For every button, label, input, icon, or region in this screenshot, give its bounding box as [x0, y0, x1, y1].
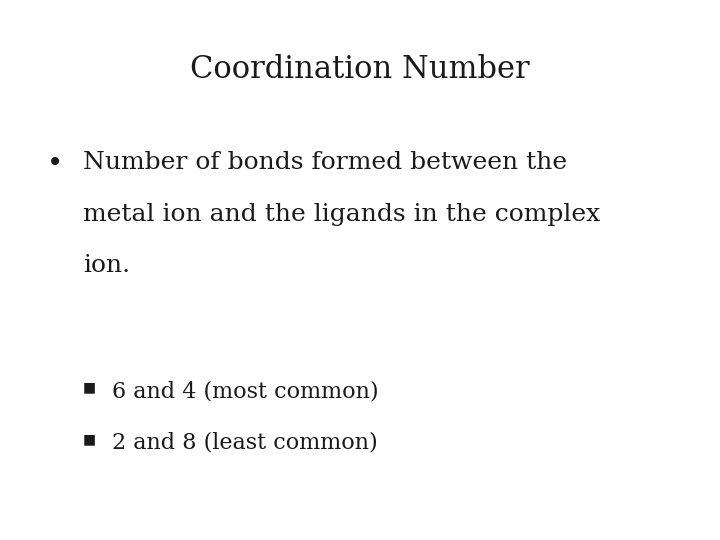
Text: 2 and 8 (least common): 2 and 8 (least common): [112, 432, 377, 454]
Text: ■: ■: [83, 381, 96, 395]
Text: metal ion and the ligands in the complex: metal ion and the ligands in the complex: [83, 202, 600, 226]
Text: 6 and 4 (most common): 6 and 4 (most common): [112, 381, 378, 403]
Text: ■: ■: [83, 432, 96, 446]
Text: Coordination Number: Coordination Number: [190, 54, 530, 85]
Text: ion.: ion.: [83, 254, 130, 277]
Text: Number of bonds formed between the: Number of bonds formed between the: [83, 151, 567, 174]
Text: •: •: [47, 151, 63, 178]
